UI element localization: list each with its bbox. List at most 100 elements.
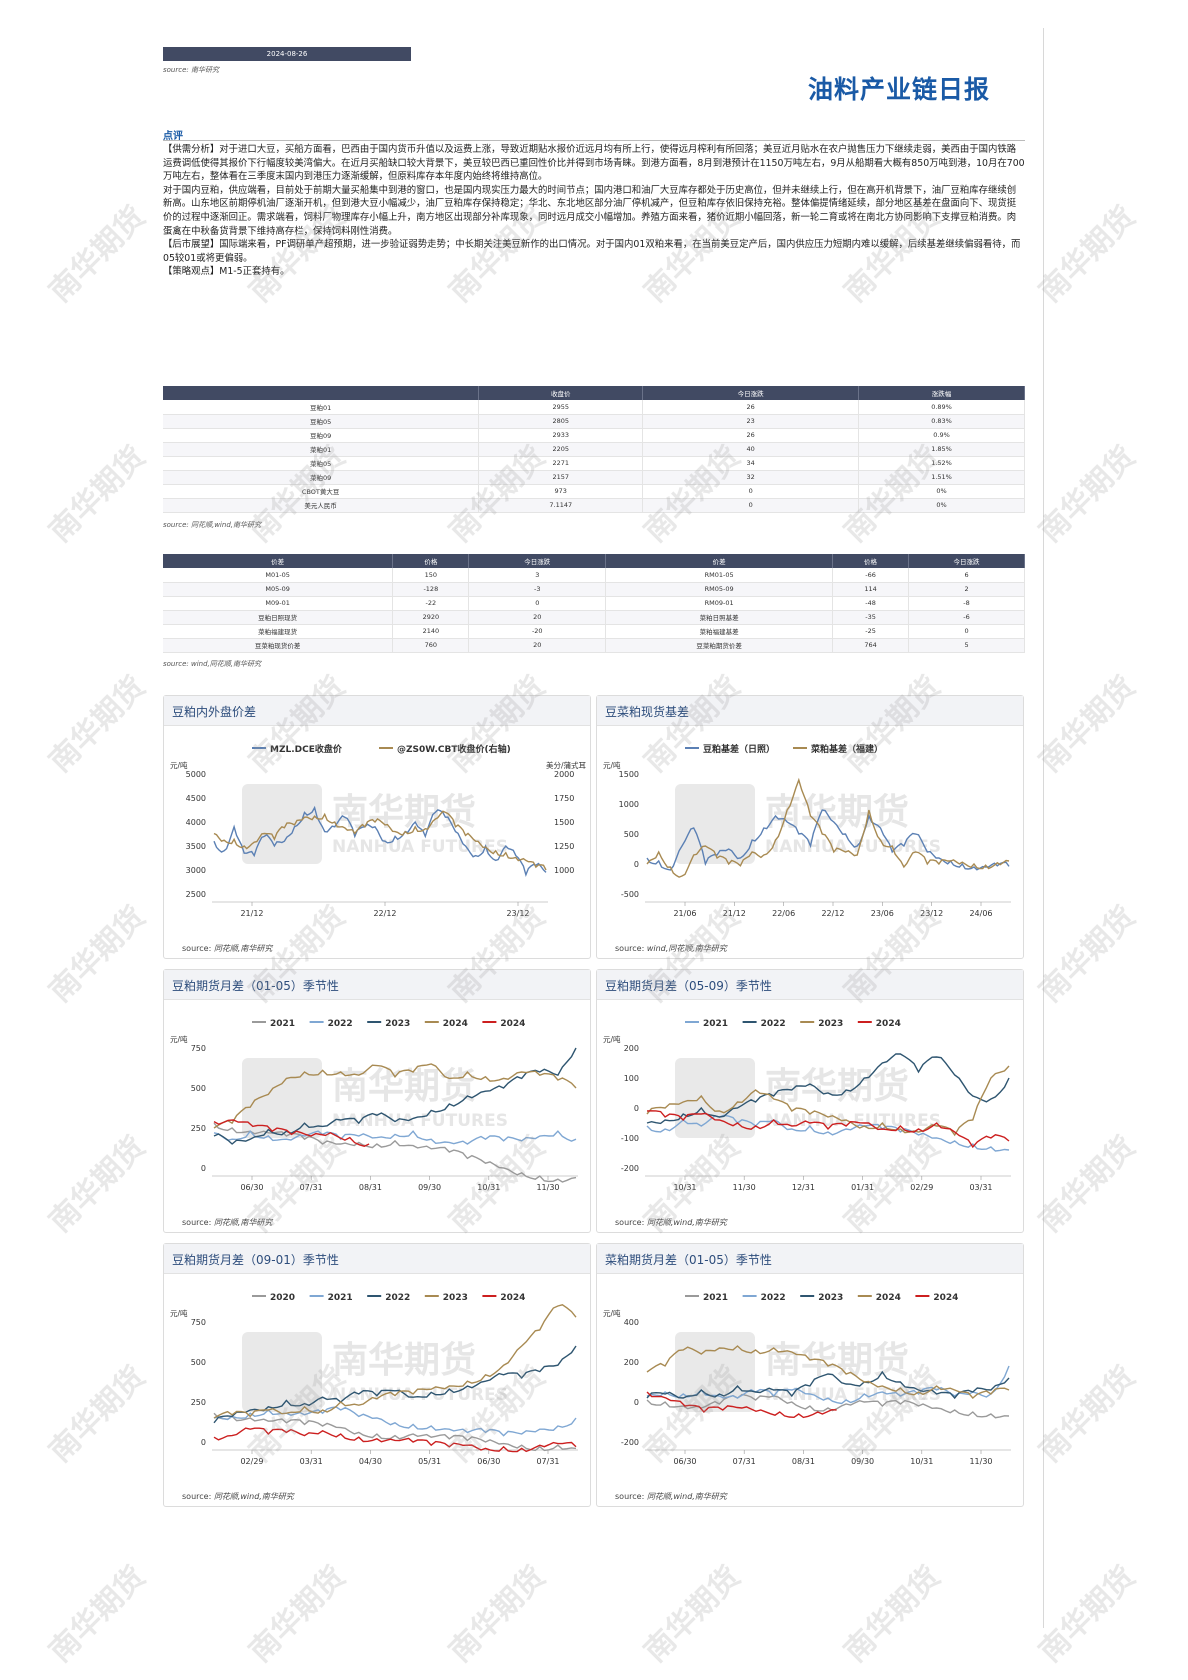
series-line (646, 809, 1010, 871)
x-tick-label: 01/31 (851, 1183, 874, 1192)
legend-item: 2022 (367, 1293, 410, 1303)
commentary-paragraph: 【后市展望】国际端来看，PF调研单产超预期，进一步验证弱势走势；中长期关注美豆新… (163, 239, 1021, 264)
legend-item: 2023 (424, 1293, 468, 1303)
commentary: 【供需分析】对于进口大豆，买船方面看，巴西由于国内货币升值以及运费上涨，导致近期… (163, 143, 1025, 279)
price-table: 收盘价 今日涨跌 涨跌幅 豆粕01 2955 26 0.89% 豆粕05 2805 23 0.… (163, 386, 1025, 513)
chart-title: 豆粕内外盘价差 (164, 696, 590, 726)
legend-label: 2023 (818, 1293, 843, 1303)
watermark-text: 南华期货 (42, 1129, 153, 1240)
table-cell: 23 (642, 414, 860, 429)
legend-item: 2021 (685, 1019, 728, 1029)
table-header: 价差 (163, 554, 394, 568)
watermark-text: 南华期货 (42, 899, 153, 1010)
table-row: 菜粕福建现货 2140 -20 菜粕福建基差 -25 0 (163, 624, 1025, 639)
watermark-text: 南华期货 (42, 669, 153, 780)
table-row: 菜粕09 2157 32 1.51% (163, 470, 1025, 485)
table-cell: 973 (478, 484, 644, 499)
x-tick-label: 23/12 (506, 909, 529, 918)
x-tick-label: 22/12 (373, 909, 396, 918)
table-row: 豆粕09 2933 26 0.9% (163, 428, 1025, 443)
table-cell: 760 (392, 638, 470, 653)
y-tick-label: 4500 (186, 794, 206, 803)
x-tick-label: 03/31 (300, 1457, 323, 1466)
y-tick-label: -500 (621, 890, 639, 899)
x-tick-label: 10/31 (910, 1457, 933, 1466)
right-border (1043, 28, 1044, 1628)
legend-item: 2024 (857, 1019, 901, 1029)
watermark-text: 南华期货 (637, 1559, 748, 1670)
table-cell: 0.83% (858, 414, 1025, 429)
table-cell: 0% (858, 498, 1025, 513)
y-axis-unit: 元/吨 (170, 1308, 188, 1318)
table-cell: 0 (642, 484, 860, 499)
x-tick-label: 21/12 (723, 909, 746, 918)
y-axis-unit: 元/吨 (603, 1308, 621, 1318)
spread-table: 价差 价格 今日涨跌 价差 价格 今日涨跌 M01-05 150 3 RM01-05-… (163, 554, 1025, 653)
watermark-text: 南华期货 (442, 1559, 553, 1670)
table-cell: 0 (908, 624, 1025, 639)
table-cell: M09-01 (163, 596, 394, 611)
chart-title: 豆粕期货月差（05-09）季节性 (597, 970, 1023, 1000)
legend-label: 2021 (328, 1293, 353, 1303)
table-cell: 34 (642, 456, 860, 471)
table-cell: CBOT黄大豆 (163, 484, 480, 499)
x-tick-label: 09/30 (418, 1183, 441, 1192)
x-tick-label: 22/06 (772, 909, 795, 918)
y-tick-label: 5000 (186, 770, 206, 779)
series-line (213, 810, 547, 871)
y-tick-label: 0 (201, 1164, 206, 1173)
legend-label: 2022 (328, 1019, 353, 1029)
table-cell: 菜粕01 (163, 442, 480, 457)
table-row: M01-05 150 3 RM01-05 -66 6 (163, 568, 1025, 583)
table-cell: 1.85% (858, 442, 1025, 457)
chart-title: 菜粕期货月差（01-05）季节性 (597, 1244, 1023, 1274)
series-line (646, 1393, 1010, 1419)
y-tick-label: 500 (624, 830, 639, 839)
watermark-logo-sub: NANHUA FUTURES (332, 837, 508, 857)
series-line (213, 1304, 577, 1419)
legend-item: 2021 (252, 1019, 295, 1029)
x-tick-label: 12/31 (792, 1183, 815, 1192)
table-header: 价格 (832, 554, 910, 568)
legend-label: 2021 (703, 1019, 728, 1029)
legend-label: 菜粕基差（福建） (810, 743, 883, 755)
y-tick-label-right: 2000 (554, 770, 574, 779)
chart-panel: 豆粕期货月差（09-01）季节性 source: 同花顺,wind,南华研究 南华期… (163, 1243, 591, 1507)
y-tick-label: 3000 (186, 866, 206, 875)
table-row: 豆菜粕现货价差 760 20 豆菜粕期货价差 764 5 (163, 638, 1025, 653)
table-cell: 2920 (392, 610, 470, 625)
legend-label: 2022 (385, 1293, 410, 1303)
watermark-logo-icon (242, 1058, 322, 1138)
table-row: M05-09 -128 -3 RM05-09 114 2 (163, 582, 1025, 597)
series-line (213, 1427, 577, 1453)
table-header (163, 386, 480, 400)
comment-heading: 点评 (163, 131, 183, 142)
y-axis-unit: 元/吨 (603, 760, 621, 770)
y-tick-label: 400 (624, 1318, 639, 1327)
legend-item: 2022 (742, 1293, 786, 1303)
legend-item: 2021 (685, 1293, 728, 1303)
table-cell: -8 (908, 596, 1025, 611)
table-cell: 7.1147 (478, 498, 644, 513)
table-cell: 6 (908, 568, 1025, 583)
chart-panel: 菜粕期货月差（01-05）季节性 source: 同花顺,wind,南华研究 南华期… (596, 1243, 1024, 1507)
y-tick-label-right: 1750 (554, 794, 574, 803)
series-line (646, 1110, 1010, 1149)
chart-panel: 豆粕期货月差（05-09）季节性 source: 同花顺,wind,南华研究 南华期… (596, 969, 1024, 1233)
chart-source: source: 同花顺,wind,南华研究 (615, 1491, 727, 1502)
watermark-text: 南华期货 (1032, 1129, 1143, 1240)
chart-title: 豆菜粕现货基差 (597, 696, 1023, 726)
table-cell: 2955 (478, 400, 644, 415)
table-cell: -35 (832, 610, 910, 625)
watermark-text: 南华期货 (1032, 669, 1143, 780)
series-line (213, 1412, 577, 1452)
table-header: 今日涨跌 (642, 386, 860, 400)
chart-source-label: source: (182, 1492, 214, 1501)
table-cell: 2205 (478, 442, 644, 457)
y-tick-label: 1000 (619, 800, 639, 809)
table-row: M09-01 -22 0 RM09-01 -48 -8 (163, 596, 1025, 611)
legend-label: @ZS0W.CBT收盘价(右轴) (397, 743, 511, 755)
commentary-paragraph: 【供需分析】对于进口大豆，买船方面看，巴西由于国内货币升值以及运费上涨，导致近期… (163, 144, 1025, 183)
table-cell: -25 (832, 624, 910, 639)
